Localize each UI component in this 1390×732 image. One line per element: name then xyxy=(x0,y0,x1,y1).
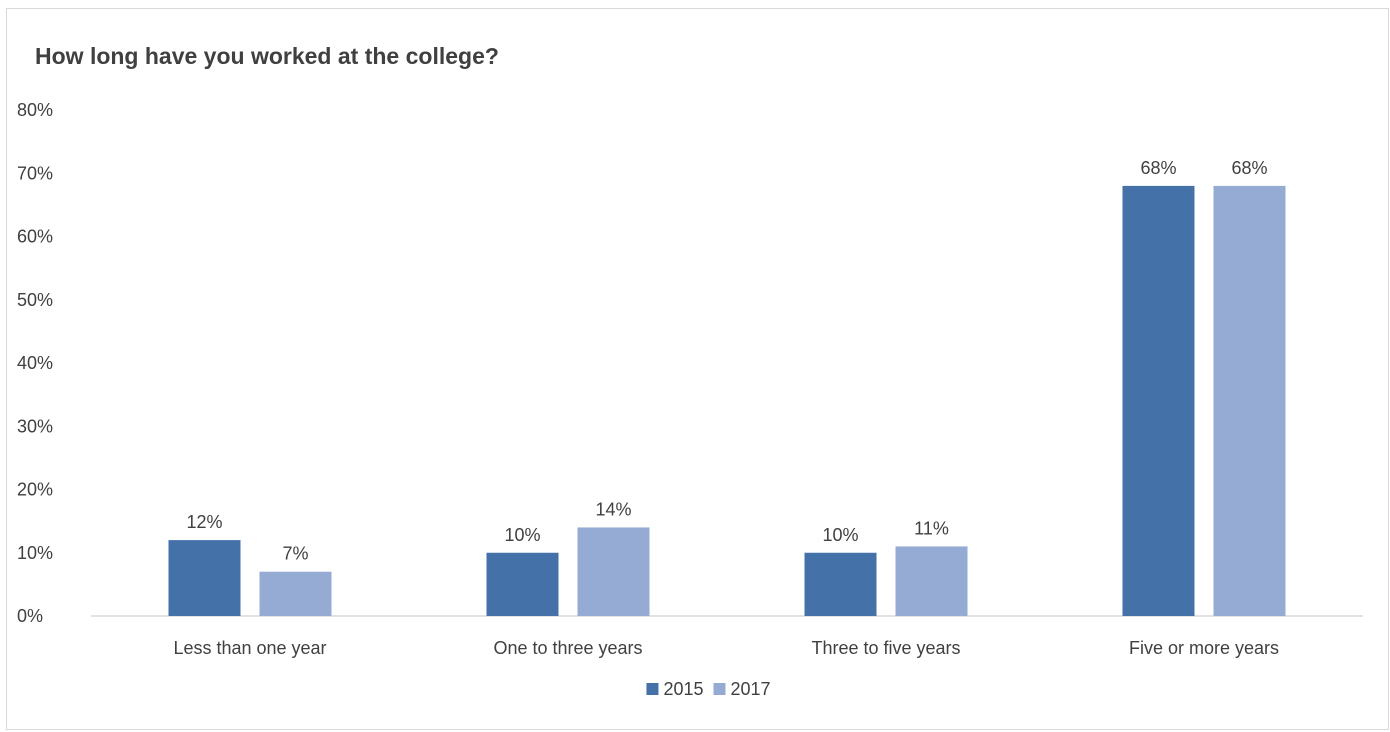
y-axis-ticks: 0% 10% 20% 30% 40% 50% 60% 70% 80% xyxy=(17,100,53,626)
legend-swatch xyxy=(646,683,659,695)
legend-label: 2015 xyxy=(663,679,703,699)
data-label-2017-1: 14% xyxy=(595,499,631,519)
legend-item-2017[interactable]: 2017 xyxy=(713,679,771,699)
x-tick-label: Five or more years xyxy=(1129,638,1279,658)
data-label-2015-2: 10% xyxy=(822,525,858,545)
y-tick-label: 60% xyxy=(17,227,53,247)
legend-item-2015[interactable]: 2015 xyxy=(646,679,704,699)
chart-title: How long have you worked at the college? xyxy=(35,43,499,69)
legend-swatch xyxy=(713,683,726,695)
bar-chart: How long have you worked at the college?… xyxy=(17,43,1363,699)
data-label-2017-2: 11% xyxy=(914,518,949,538)
y-tick-label: 70% xyxy=(17,163,53,183)
data-label-2015-1: 10% xyxy=(504,525,540,545)
y-tick-label: 0% xyxy=(17,606,43,626)
bar-2015-0[interactable] xyxy=(168,540,241,616)
bar-2017-2[interactable] xyxy=(895,546,968,616)
bar-2017-1[interactable] xyxy=(577,527,650,616)
x-axis-ticks: Less than one year One to three years Thre… xyxy=(173,638,1279,658)
y-tick-label: 50% xyxy=(17,290,53,310)
data-label-2017-0: 7% xyxy=(282,544,308,564)
y-tick-label: 40% xyxy=(17,353,53,373)
x-tick-label: Less than one year xyxy=(173,638,326,658)
bar-2015-2[interactable] xyxy=(804,552,877,616)
data-labels-group: 12% 7% 10% 14% 10% 11% 68% 68% xyxy=(186,158,1267,564)
legend[interactable]: 2015 2017 xyxy=(646,679,771,699)
bar-2015-3[interactable] xyxy=(1122,185,1195,616)
bar-2017-3[interactable] xyxy=(1213,185,1286,616)
y-tick-label: 20% xyxy=(17,480,53,500)
legend-label: 2017 xyxy=(731,679,771,699)
y-tick-label: 10% xyxy=(17,543,53,563)
data-label-2015-3: 68% xyxy=(1140,158,1176,178)
y-tick-label: 30% xyxy=(17,416,53,436)
bar-2017-0[interactable] xyxy=(259,571,332,616)
data-label-2017-3: 68% xyxy=(1231,158,1267,178)
x-tick-label: One to three years xyxy=(493,638,642,658)
chart-container: How long have you worked at the college?… xyxy=(6,8,1389,730)
data-label-2015-0: 12% xyxy=(186,512,222,532)
bars-group xyxy=(168,185,1286,616)
y-tick-label: 80% xyxy=(17,100,53,120)
bar-2015-1[interactable] xyxy=(486,552,559,616)
x-tick-label: Three to five years xyxy=(811,638,960,658)
